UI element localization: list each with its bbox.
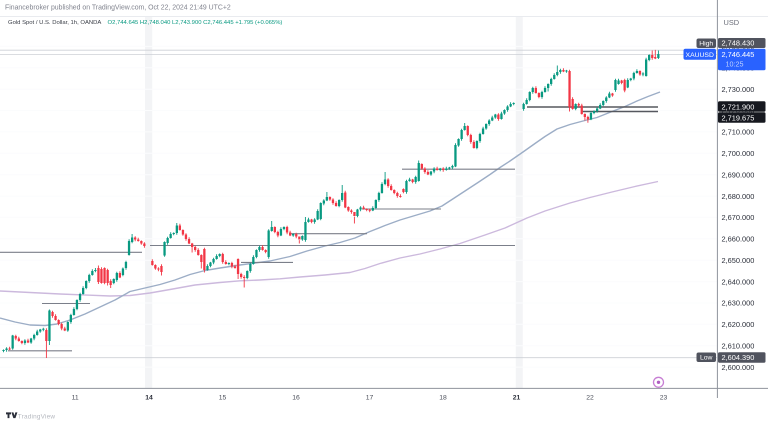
- svg-text:2,680.000: 2,680.000: [722, 192, 755, 201]
- svg-text:15: 15: [219, 394, 227, 401]
- svg-text:2,650.000: 2,650.000: [722, 256, 755, 265]
- svg-text:Gold Spot / U.S. Dollar, 1h, O: Gold Spot / U.S. Dollar, 1h, OANDA: [8, 20, 101, 26]
- svg-text:2,660.000: 2,660.000: [722, 235, 755, 244]
- svg-text:2,719.675: 2,719.675: [722, 113, 755, 122]
- svg-text:2,640.000: 2,640.000: [722, 277, 755, 286]
- svg-text:Low: Low: [700, 355, 713, 362]
- svg-text:2,690.000: 2,690.000: [722, 170, 755, 179]
- svg-text:TradingView: TradingView: [18, 414, 56, 421]
- svg-text:22: 22: [586, 394, 594, 401]
- svg-text:2,670.000: 2,670.000: [722, 213, 755, 222]
- svg-text:23: 23: [660, 394, 668, 401]
- svg-text:14: 14: [145, 394, 153, 401]
- svg-text:2,604.390: 2,604.390: [722, 353, 755, 362]
- svg-text:Financebroker published on Tra: Financebroker published on TradingView.c…: [5, 4, 231, 11]
- svg-text:2,630.000: 2,630.000: [722, 299, 755, 308]
- svg-text:2,620.000: 2,620.000: [722, 320, 755, 329]
- svg-text:16: 16: [292, 394, 300, 401]
- svg-text:XAUUSD: XAUUSD: [686, 52, 714, 59]
- svg-text:2,746.445: 2,746.445: [722, 50, 755, 59]
- svg-text:USD: USD: [724, 18, 740, 27]
- svg-text:2,730.000: 2,730.000: [722, 85, 755, 94]
- svg-text:2,610.000: 2,610.000: [722, 341, 755, 350]
- svg-text:High: High: [699, 41, 713, 48]
- svg-text:2,748.430: 2,748.430: [722, 39, 755, 48]
- svg-text:11: 11: [72, 394, 79, 401]
- svg-text:2,721.900: 2,721.900: [722, 102, 755, 111]
- svg-text:10:25: 10:25: [726, 60, 744, 69]
- svg-text:21: 21: [513, 394, 521, 401]
- svg-text:2,710.000: 2,710.000: [722, 128, 755, 137]
- svg-text:2,600.000: 2,600.000: [722, 363, 755, 372]
- svg-text:17: 17: [366, 394, 374, 401]
- svg-text:O2,744.645 H2,748.040 L2,743.9: O2,744.645 H2,748.040 L2,743.900 C2,746.…: [108, 20, 283, 26]
- svg-text:2,700.000: 2,700.000: [722, 149, 755, 158]
- svg-text:18: 18: [439, 394, 447, 401]
